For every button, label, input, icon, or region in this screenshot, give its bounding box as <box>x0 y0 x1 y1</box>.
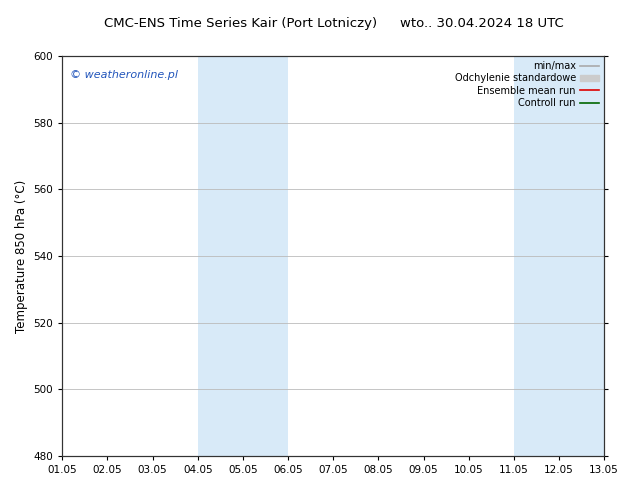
Y-axis label: Temperature 850 hPa (°C): Temperature 850 hPa (°C) <box>15 179 28 333</box>
Text: © weatheronline.pl: © weatheronline.pl <box>70 70 178 80</box>
Text: wto.. 30.04.2024 18 UTC: wto.. 30.04.2024 18 UTC <box>400 17 564 30</box>
Text: CMC-ENS Time Series Kair (Port Lotniczy): CMC-ENS Time Series Kair (Port Lotniczy) <box>105 17 377 30</box>
Legend: min/max, Odchylenie standardowe, Ensemble mean run, Controll run: min/max, Odchylenie standardowe, Ensembl… <box>453 59 601 110</box>
Bar <box>198 56 288 456</box>
Bar <box>514 56 604 456</box>
